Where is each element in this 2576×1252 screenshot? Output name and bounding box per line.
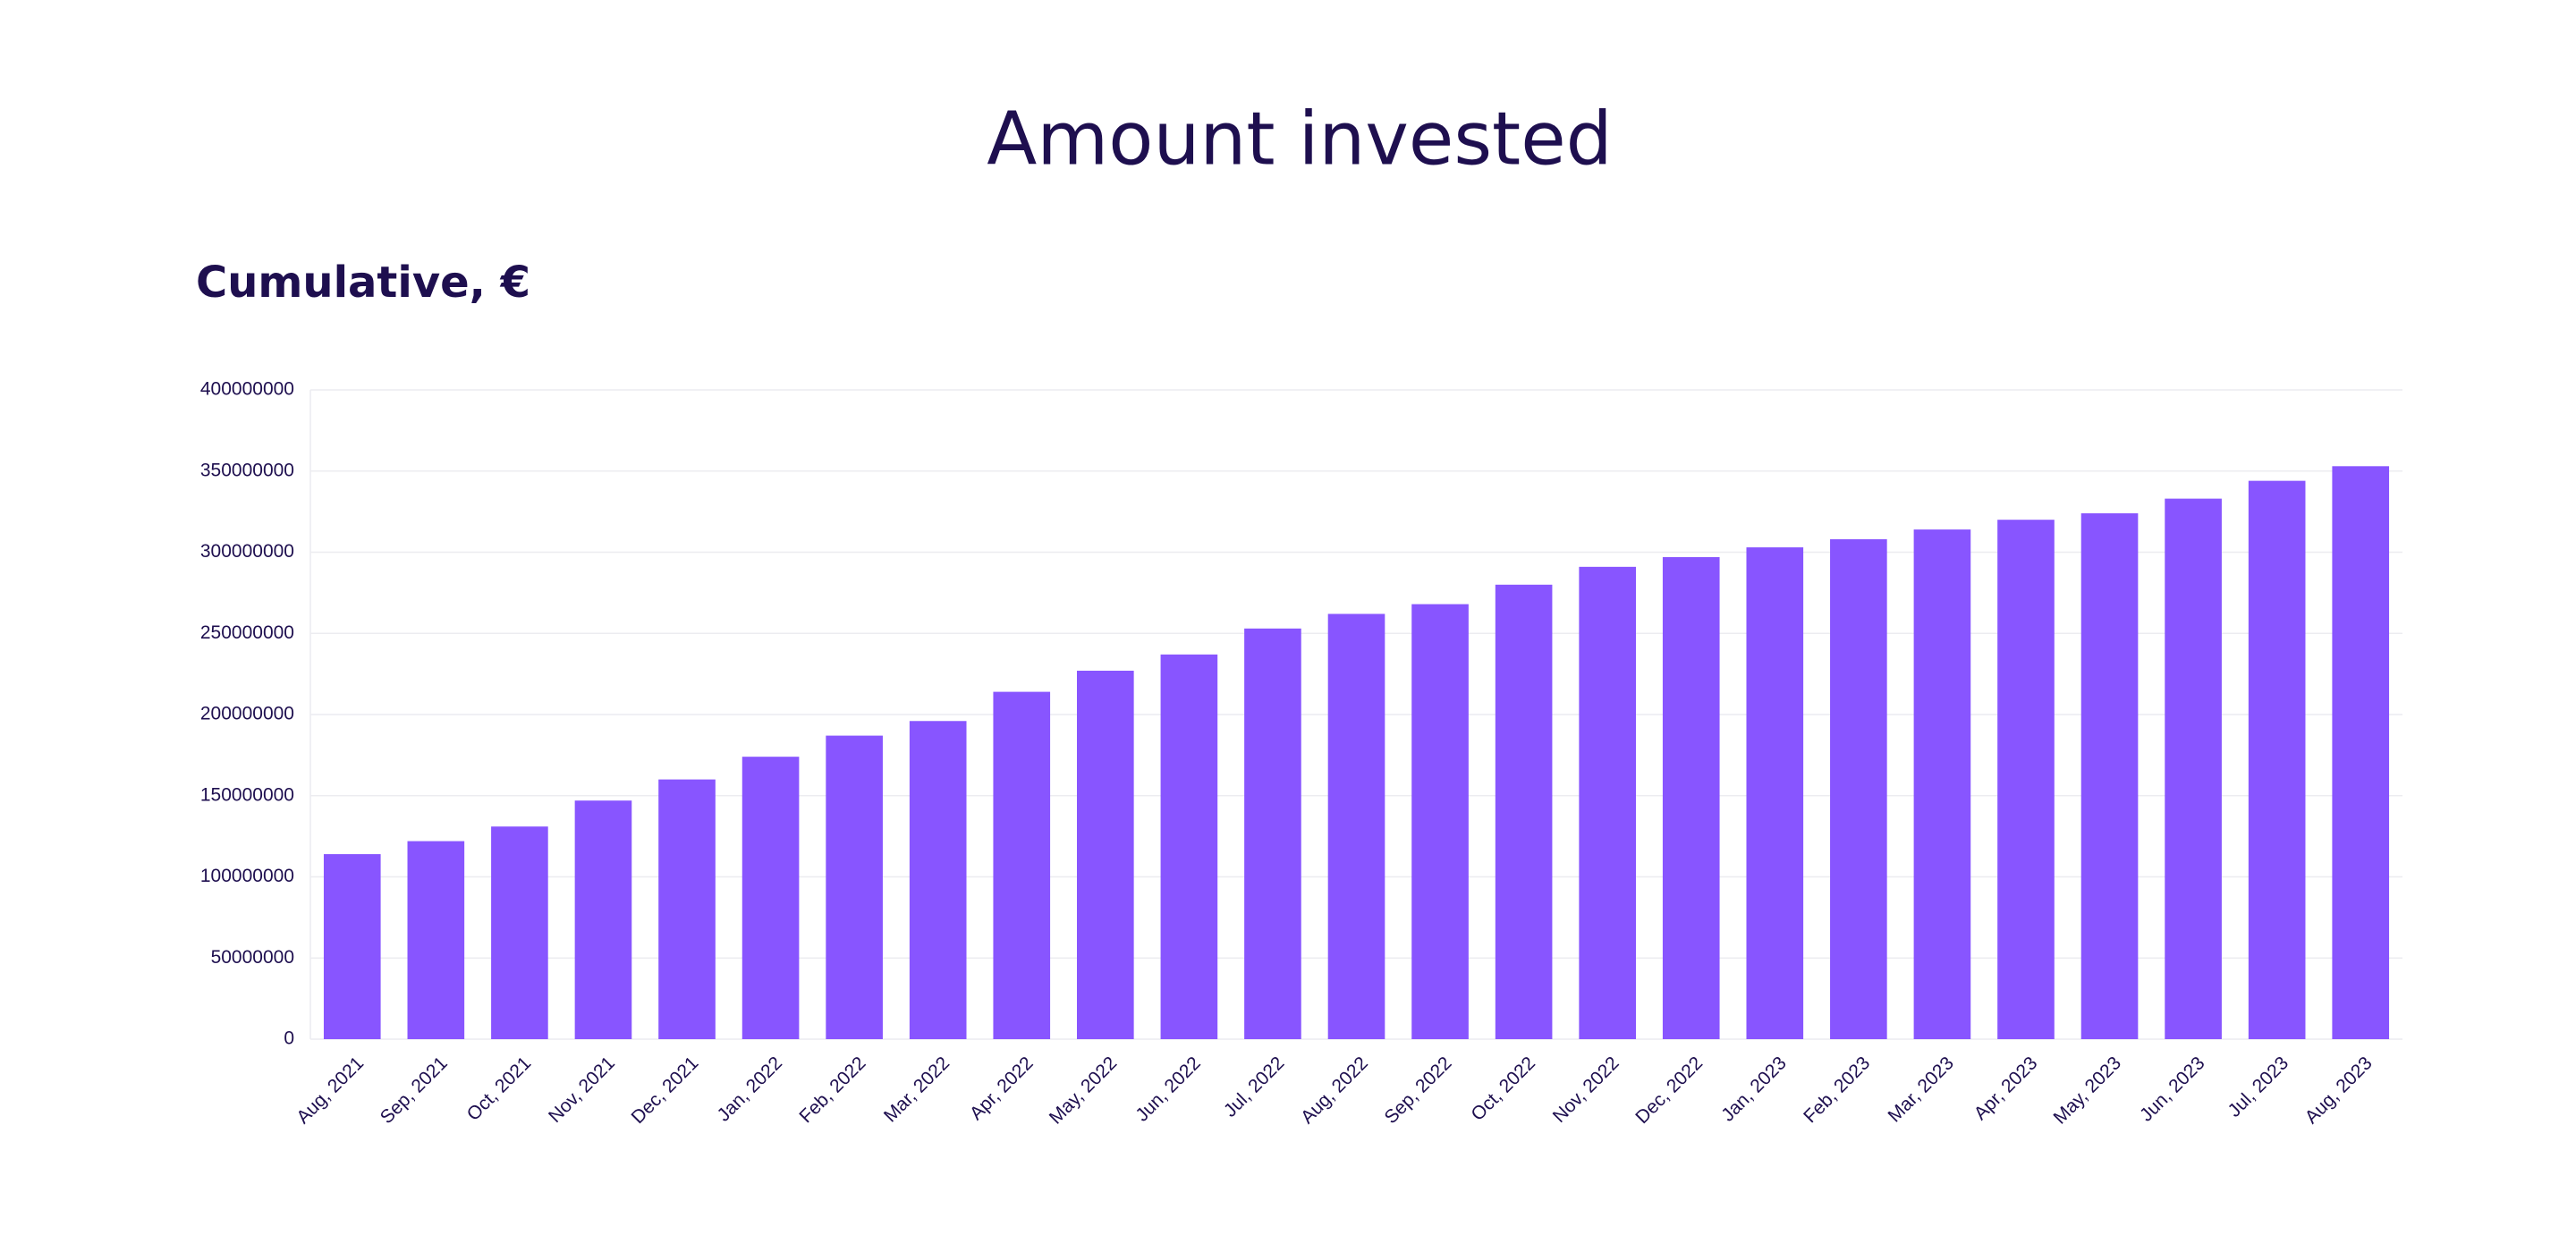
- x-tick-label: Jul, 2023: [2224, 1053, 2293, 1121]
- bar: [1997, 520, 2055, 1039]
- bar: [1579, 566, 1636, 1039]
- x-tick-label: Mar, 2023: [1885, 1053, 1958, 1126]
- x-tick-label: Feb, 2022: [795, 1053, 869, 1127]
- x-tick-label: Aug, 2023: [2301, 1053, 2377, 1128]
- x-tick-label: Apr, 2023: [1970, 1053, 2042, 1124]
- y-tick-label: 400000000: [200, 379, 294, 400]
- x-tick-label: Sep, 2021: [377, 1053, 452, 1128]
- bar: [491, 826, 548, 1039]
- x-tick-label: Jan, 2023: [1717, 1053, 1790, 1125]
- bar: [993, 691, 1051, 1039]
- x-tick-label: Oct, 2021: [463, 1053, 536, 1125]
- x-tick-label: Jul, 2022: [1220, 1053, 1289, 1121]
- x-tick-label: Jun, 2022: [1131, 1053, 1204, 1125]
- bar: [574, 800, 632, 1039]
- bar: [323, 854, 381, 1039]
- x-tick-label: Sep, 2022: [1381, 1053, 1456, 1128]
- y-tick-label: 150000000: [200, 784, 294, 805]
- x-tick-label: Feb, 2023: [1800, 1053, 1874, 1127]
- bar: [1327, 613, 1385, 1039]
- x-tick-label: May, 2023: [2049, 1053, 2124, 1128]
- y-tick-label: 200000000: [200, 704, 294, 724]
- chart-subtitle: Cumulative, €: [196, 258, 530, 308]
- bar: [741, 757, 800, 1039]
- bar: [1077, 670, 1134, 1039]
- x-tick-label: Aug, 2022: [1297, 1053, 1372, 1128]
- chart-title: Amount invested: [987, 97, 1612, 182]
- x-tick-label: Dec, 2022: [1631, 1053, 1707, 1128]
- x-tick-label: Apr, 2022: [966, 1053, 1038, 1124]
- x-tick-label: May, 2022: [1046, 1053, 1121, 1128]
- y-tick-label: 300000000: [200, 541, 294, 562]
- bar: [1746, 547, 1804, 1039]
- bar: [1662, 556, 1720, 1039]
- x-tick-label: Nov, 2022: [1549, 1053, 1623, 1127]
- bar: [2165, 498, 2222, 1039]
- bar: [1830, 538, 1887, 1039]
- bar: [2332, 466, 2390, 1039]
- bar: [1495, 584, 1553, 1039]
- bar: [658, 779, 716, 1039]
- bar: [826, 735, 883, 1039]
- bar: [1411, 604, 1469, 1039]
- bar: [2080, 512, 2139, 1039]
- y-tick-label: 100000000: [200, 866, 294, 886]
- x-tick-label: Aug, 2021: [292, 1053, 368, 1128]
- bar: [1244, 628, 1301, 1039]
- y-tick-label: 350000000: [200, 460, 294, 480]
- x-tick-label: Nov, 2021: [545, 1053, 619, 1127]
- bar: [1913, 529, 1971, 1039]
- y-tick-label: 250000000: [200, 622, 294, 643]
- bar: [2248, 480, 2306, 1039]
- x-tick-label: Jun, 2023: [2136, 1053, 2208, 1125]
- bar: [909, 721, 967, 1039]
- x-tick-label: Oct, 2022: [1467, 1053, 1539, 1125]
- x-tick-label: Dec, 2021: [628, 1053, 703, 1128]
- bar: [407, 841, 465, 1039]
- y-tick-label: 50000000: [211, 947, 294, 968]
- x-tick-label: Mar, 2022: [880, 1053, 953, 1126]
- x-tick-label: Jan, 2022: [714, 1053, 786, 1125]
- y-tick-label: 0: [284, 1028, 294, 1049]
- bar: [1160, 654, 1218, 1039]
